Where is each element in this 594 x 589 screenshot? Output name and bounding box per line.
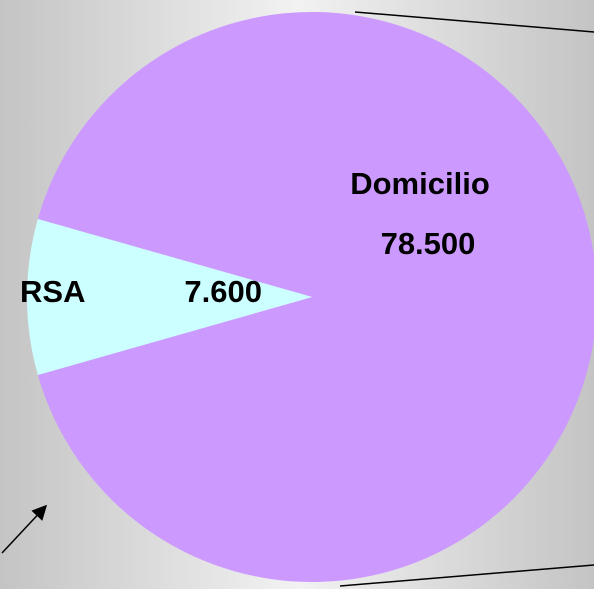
- slice-value-label: 78.500: [381, 226, 476, 261]
- callout-line: [354, 11, 594, 33]
- slice-value-label: 7.600: [184, 274, 262, 309]
- arrow: [1, 504, 48, 554]
- callout-line: [339, 564, 594, 587]
- slice-label: Domicilio: [350, 166, 490, 201]
- slice-label: RSA: [20, 274, 85, 309]
- pie-slice: [37, 12, 594, 582]
- pie-slice: [26, 218, 312, 376]
- pie: [26, 12, 594, 582]
